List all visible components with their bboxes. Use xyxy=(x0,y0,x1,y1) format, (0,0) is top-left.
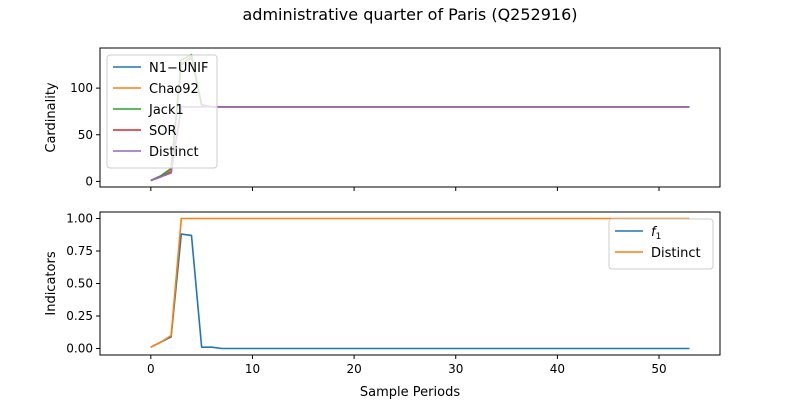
series-line-sor xyxy=(150,105,690,182)
legend-label: Jack1 xyxy=(148,103,184,118)
x-axis-label: Sample Periods xyxy=(360,385,460,400)
y-tick-label: 100 xyxy=(70,81,93,95)
x-tick-label: 40 xyxy=(550,362,565,376)
y-axis-label: Cardinality xyxy=(44,82,59,153)
series-line-n1-unif xyxy=(150,56,690,182)
y-tick-label: 0.50 xyxy=(66,277,93,291)
y-tick-label: 1.00 xyxy=(66,212,93,226)
series-group xyxy=(150,53,690,182)
x-tick-label: 20 xyxy=(346,362,361,376)
legend-label: SOR xyxy=(149,124,177,139)
series-group xyxy=(150,217,690,350)
legend-label: f1 xyxy=(651,225,661,242)
plot-cardinality: 0 50 100 Cardinality N1−UNIF Chao92 Jack1 SOR Di… xyxy=(44,47,721,191)
y-tick-label: 50 xyxy=(78,128,93,142)
series-line-chao92 xyxy=(150,55,690,182)
y-tick-label: 0.75 xyxy=(66,244,93,258)
legend: N1−UNIF Chao92 Jack1 SOR Distinct xyxy=(106,54,218,169)
y-tick-label: 0.00 xyxy=(66,342,93,356)
legend-box xyxy=(608,218,714,270)
legend-box xyxy=(106,54,218,169)
legend-label: Distinct xyxy=(651,246,701,261)
legend: f1 Distinct xyxy=(608,218,714,270)
series-line-jack1 xyxy=(150,53,690,182)
legend-label: Distinct xyxy=(149,145,199,160)
x-tick-label: 30 xyxy=(448,362,463,376)
y-axis-label: Indicators xyxy=(44,251,59,315)
x-tick-label: 10 xyxy=(245,362,260,376)
y-tick-label: 0 xyxy=(85,174,93,188)
plot-indicators: 0 10 20 30 40 50 0.00 0.25 0.50 0.75 1.00 Indicator… xyxy=(44,211,721,400)
legend-label: N1−UNIF xyxy=(149,61,208,76)
chart-title: administrative quarter of Paris (Q252916… xyxy=(243,5,578,24)
x-tick-label: 0 xyxy=(147,362,155,376)
series-line-distinct xyxy=(150,105,690,182)
y-tick-label: 0.25 xyxy=(66,309,93,323)
legend-label: Chao92 xyxy=(149,82,199,97)
series-line-distinct xyxy=(150,217,690,348)
axes-frame xyxy=(99,47,721,188)
x-tick-label: 50 xyxy=(651,362,666,376)
